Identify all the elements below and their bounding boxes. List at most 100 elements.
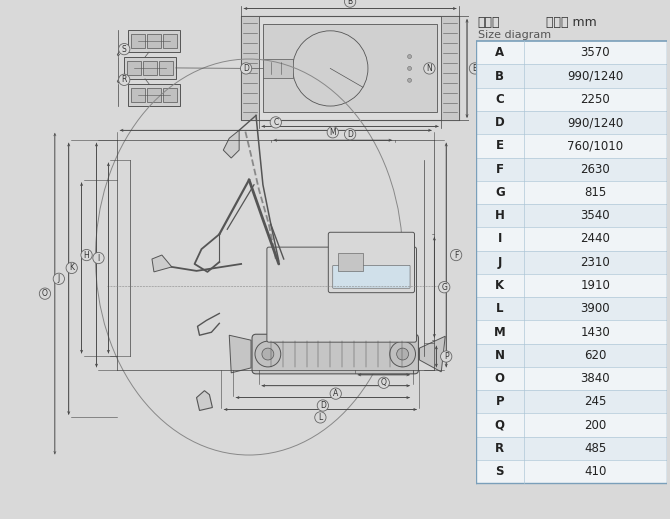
Bar (476, 344, 667, 367)
Text: G: G (442, 283, 447, 292)
Text: 尺寸图: 尺寸图 (478, 17, 500, 30)
Bar (131, 88, 145, 102)
Text: Q: Q (381, 378, 387, 387)
Text: H: H (84, 251, 90, 260)
Text: 单位： mm: 单位： mm (546, 17, 597, 30)
Text: Size diagram: Size diagram (478, 30, 551, 40)
Bar (128, 30, 180, 52)
Bar (442, 17, 459, 120)
Text: G: G (495, 186, 505, 199)
Text: K: K (69, 264, 74, 272)
Bar (476, 181, 667, 204)
Bar (476, 297, 667, 320)
Text: R: R (121, 75, 127, 84)
Text: 410: 410 (584, 465, 606, 478)
Bar (476, 134, 667, 158)
Text: 1910: 1910 (580, 279, 610, 292)
Bar (263, 59, 293, 78)
Text: O: O (42, 289, 48, 298)
FancyBboxPatch shape (267, 247, 417, 342)
Text: 3540: 3540 (580, 209, 610, 222)
Text: P: P (444, 352, 448, 361)
Circle shape (390, 341, 415, 367)
Text: M: M (494, 325, 506, 338)
Text: S: S (122, 45, 127, 53)
Text: H: H (495, 209, 505, 222)
Bar (476, 367, 667, 390)
Text: 990/1240: 990/1240 (567, 116, 623, 129)
Bar (476, 251, 667, 274)
Text: L: L (318, 413, 322, 422)
Polygon shape (223, 130, 239, 158)
Bar (476, 390, 667, 414)
Text: 2310: 2310 (580, 256, 610, 269)
Bar (476, 436, 667, 460)
Bar (163, 34, 177, 48)
Bar (476, 88, 667, 111)
Bar (147, 88, 161, 102)
Polygon shape (196, 391, 212, 411)
Text: A: A (495, 46, 505, 59)
Text: A: A (333, 389, 338, 398)
Text: 815: 815 (584, 186, 606, 199)
Circle shape (255, 341, 281, 367)
Text: 3840: 3840 (580, 372, 610, 385)
Circle shape (397, 348, 409, 360)
Text: B: B (348, 0, 352, 6)
Circle shape (262, 348, 274, 360)
Text: S: S (496, 465, 504, 478)
Bar (476, 204, 667, 227)
Text: F: F (454, 251, 458, 260)
Text: 2440: 2440 (580, 233, 610, 245)
Bar (127, 61, 141, 75)
Circle shape (407, 66, 411, 71)
Bar (159, 61, 173, 75)
Text: E: E (472, 64, 477, 73)
Bar (476, 460, 667, 483)
Bar (476, 111, 667, 134)
Text: K: K (495, 279, 505, 292)
Text: 245: 245 (584, 395, 606, 408)
Bar (163, 88, 177, 102)
Bar (241, 17, 259, 120)
Text: L: L (496, 302, 504, 315)
FancyBboxPatch shape (252, 334, 419, 374)
Text: 1430: 1430 (580, 325, 610, 338)
Bar (143, 61, 157, 75)
Bar (476, 274, 667, 297)
Text: 3570: 3570 (580, 46, 610, 59)
Text: 620: 620 (584, 349, 606, 362)
Circle shape (407, 54, 411, 59)
Text: D: D (320, 401, 326, 410)
Bar (476, 414, 667, 436)
Bar (476, 41, 667, 64)
Text: M: M (330, 128, 336, 137)
Bar (476, 64, 667, 88)
Text: 2630: 2630 (580, 162, 610, 175)
Text: 2250: 2250 (580, 93, 610, 106)
Text: 760/1010: 760/1010 (567, 140, 623, 153)
Bar (338, 253, 363, 271)
Text: J: J (58, 275, 60, 283)
Text: E: E (496, 140, 504, 153)
Text: C: C (273, 118, 279, 127)
Text: N: N (495, 349, 505, 362)
Bar (128, 84, 180, 105)
Bar (476, 320, 667, 344)
Bar (241, 17, 459, 120)
Text: B: B (495, 70, 505, 83)
Polygon shape (419, 336, 446, 372)
FancyBboxPatch shape (333, 265, 410, 288)
Text: D: D (243, 64, 249, 73)
Bar (476, 227, 667, 251)
Bar (131, 34, 145, 48)
Bar (147, 34, 161, 48)
Text: 200: 200 (584, 419, 606, 432)
Text: 3900: 3900 (580, 302, 610, 315)
Text: J: J (498, 256, 502, 269)
Circle shape (407, 78, 411, 83)
Text: P: P (496, 395, 504, 408)
Text: D: D (347, 130, 353, 139)
Bar (476, 158, 667, 181)
Text: O: O (495, 372, 505, 385)
